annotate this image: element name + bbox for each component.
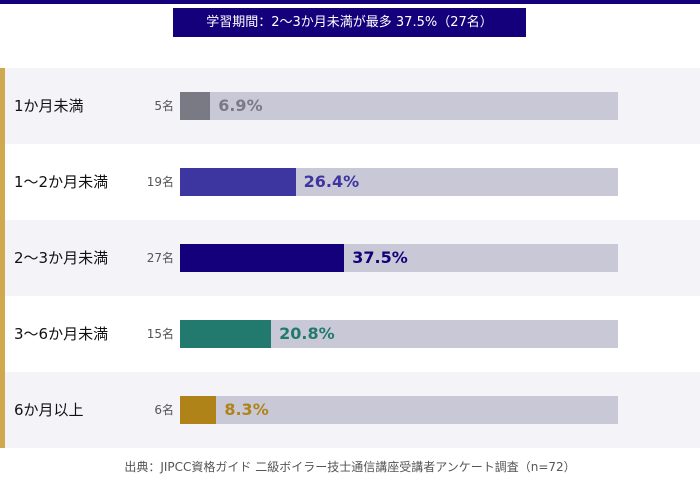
bar	[180, 168, 296, 196]
value-label: 6.9%	[218, 96, 263, 115]
chart-title: 学習期間：2〜3か月未満が最多 37.5%（27名）	[173, 8, 526, 37]
bar-track: 26.4%	[180, 168, 618, 196]
count-label: 19名	[146, 175, 174, 189]
value-label: 8.3%	[224, 400, 269, 419]
bar-row: 1か月未満 5名 6.9%	[0, 68, 700, 144]
left-accent-bar	[0, 68, 5, 448]
value-label: 26.4%	[303, 172, 360, 191]
top-accent-bar	[0, 0, 700, 4]
bar	[180, 244, 345, 272]
bar-track: 8.3%	[180, 396, 618, 424]
source-note: 出典：JIPCC資格ガイド 二級ボイラー技士通信講座受講者アンケート調査（n=7…	[124, 460, 576, 474]
category-label: 6か月以上	[14, 401, 84, 419]
count-label: 5名	[154, 99, 174, 113]
bar	[180, 396, 217, 424]
bar-row: 2〜3か月未満 27名 37.5%	[0, 220, 700, 296]
count-label: 15名	[146, 327, 174, 341]
bar	[180, 320, 272, 348]
category-label: 1か月未満	[14, 97, 84, 115]
count-label: 27名	[146, 251, 174, 265]
value-label: 37.5%	[352, 248, 408, 267]
bar-row: 6か月以上 6名 8.3%	[0, 372, 700, 448]
bar-track: 6.9%	[180, 92, 618, 120]
category-label: 3〜6か月未満	[14, 325, 109, 343]
count-label: 6名	[154, 403, 174, 417]
bar-track: 20.8%	[180, 320, 618, 348]
category-label: 1〜2か月未満	[14, 173, 109, 191]
bar-row: 3〜6か月未満 15名 20.8%	[0, 296, 700, 372]
category-label: 2〜3か月未満	[14, 249, 109, 267]
bar-track: 37.5%	[180, 244, 618, 272]
value-label: 20.8%	[279, 324, 335, 343]
bar	[180, 92, 211, 120]
bar-row: 1〜2か月未満 19名 26.4%	[0, 144, 700, 220]
